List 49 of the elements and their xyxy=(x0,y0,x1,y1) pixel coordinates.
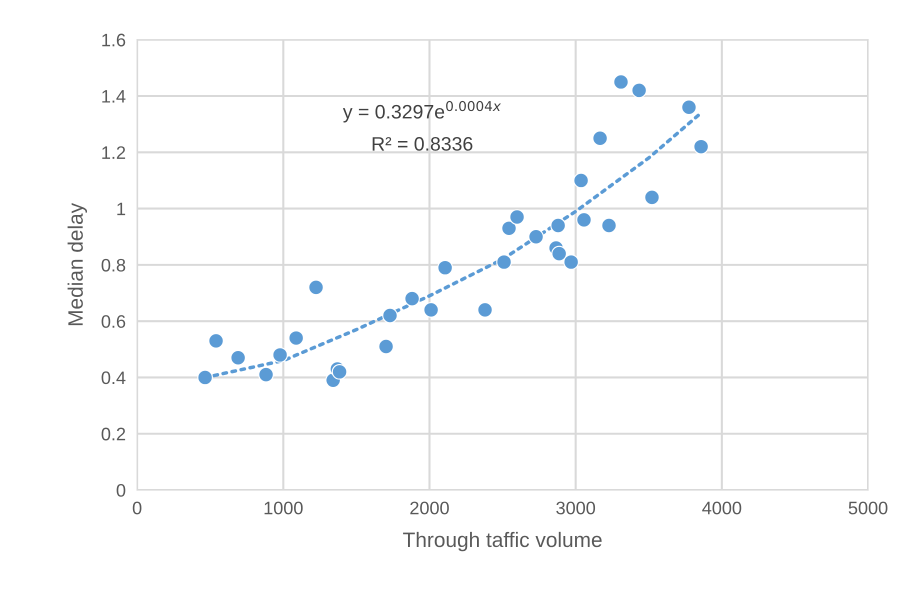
y-tick-label: 0.2 xyxy=(102,428,126,440)
point xyxy=(528,228,544,245)
point xyxy=(308,280,324,296)
point xyxy=(437,260,453,276)
point xyxy=(563,254,579,270)
point xyxy=(477,302,493,318)
point xyxy=(230,350,246,366)
point xyxy=(592,130,608,146)
y-tick-label: 1.4 xyxy=(102,90,126,103)
y-axis-title: Median delay xyxy=(68,202,88,326)
point xyxy=(576,212,592,228)
y-tick-label: 1.6 xyxy=(102,34,126,46)
point xyxy=(509,209,525,225)
point xyxy=(272,347,288,363)
annotation: R² = 0.8336 xyxy=(372,137,472,151)
y-tick-label: 1 xyxy=(117,202,126,216)
y-tick-label: 1.2 xyxy=(102,146,126,159)
point xyxy=(208,333,224,349)
y-tick-label: 0 xyxy=(116,484,126,497)
x-axis-title: Through taffic volume xyxy=(403,532,602,552)
x-tick-label: 2000 xyxy=(410,502,449,514)
x-tick-label: 4000 xyxy=(702,502,742,514)
x-tick-label: 0 xyxy=(132,502,142,514)
annotation: y = 0.3297e$^{0.0004x}$ xyxy=(342,100,501,122)
point xyxy=(382,308,398,324)
point xyxy=(197,370,213,386)
point xyxy=(378,338,394,354)
point xyxy=(258,366,274,382)
point xyxy=(404,290,420,306)
y-tick-label: 0.8 xyxy=(102,258,126,272)
point xyxy=(288,330,304,346)
point xyxy=(501,220,517,236)
point xyxy=(332,364,348,380)
point xyxy=(613,74,629,90)
point xyxy=(693,138,709,155)
point xyxy=(644,190,660,206)
point xyxy=(423,302,439,318)
point xyxy=(496,254,512,270)
point xyxy=(631,82,647,98)
point xyxy=(681,99,697,116)
y-tick-label: 0.4 xyxy=(102,371,126,384)
point xyxy=(573,172,589,188)
x-tick-label: 3000 xyxy=(556,502,596,514)
x-tick-label: 5000 xyxy=(848,502,888,514)
point xyxy=(551,246,567,262)
point xyxy=(550,218,566,234)
point xyxy=(601,218,617,234)
x-tick-label: 1000 xyxy=(264,502,303,514)
y-tick-label: 0.6 xyxy=(102,315,126,328)
